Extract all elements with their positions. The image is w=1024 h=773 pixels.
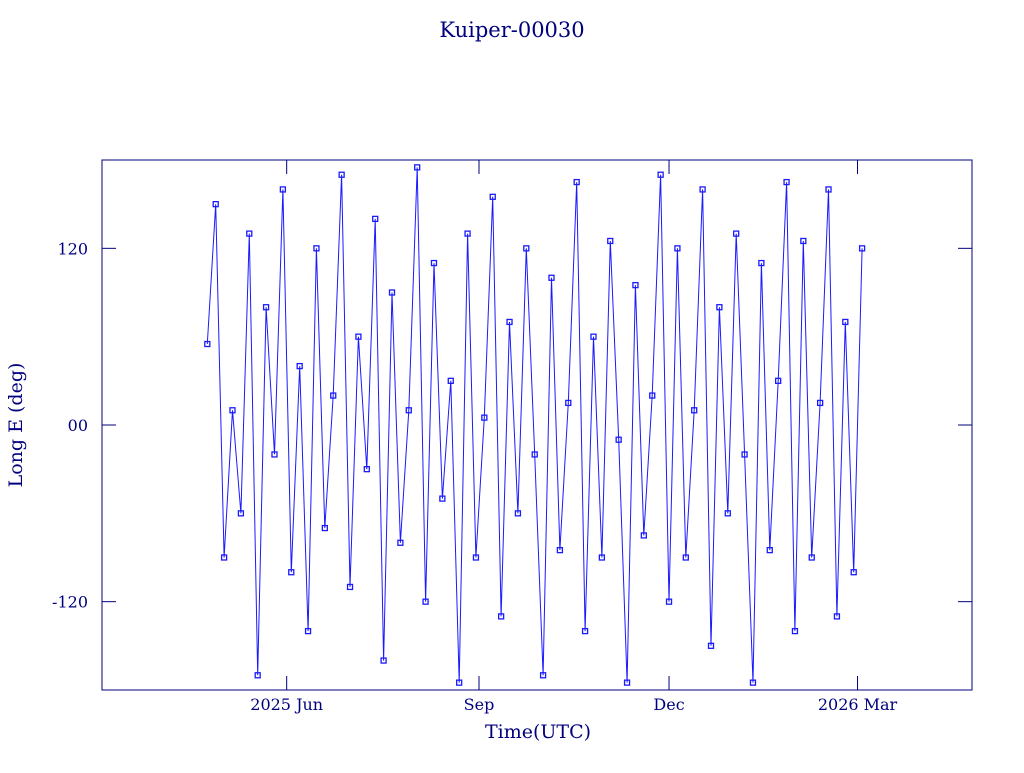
data-point (573, 178, 580, 186)
data-point (842, 318, 849, 326)
data-point (707, 642, 715, 649)
data-point (665, 598, 673, 605)
data-point (556, 546, 564, 554)
data-point (388, 289, 396, 296)
data-point (464, 230, 471, 237)
data-point (657, 171, 664, 178)
data-point (581, 627, 589, 635)
data-point (506, 318, 513, 326)
x-tick-label: Dec (653, 695, 684, 714)
data-point (380, 657, 387, 664)
data-point (220, 554, 228, 561)
data-point (833, 613, 841, 620)
data-point (363, 466, 370, 473)
data-point (808, 554, 815, 561)
data-point (749, 679, 757, 686)
x-tick-label: 2026 Mar (818, 695, 898, 714)
data-point (623, 679, 631, 686)
data-point (674, 245, 681, 252)
data-point (246, 230, 253, 237)
data-point (640, 532, 647, 539)
data-point (212, 201, 219, 208)
data-point (279, 186, 287, 193)
data-point (262, 304, 270, 311)
data-point (741, 451, 748, 458)
data-point (229, 407, 236, 414)
data-point (288, 569, 295, 576)
data-point (775, 377, 782, 384)
data-point (523, 245, 530, 252)
data-point (271, 451, 278, 458)
plot-frame (101, 159, 973, 691)
data-point (649, 392, 656, 399)
data-point (472, 554, 480, 561)
data-point (548, 274, 555, 281)
data-point (514, 510, 522, 517)
data-point (204, 340, 211, 348)
data-point (355, 333, 362, 340)
data-point (607, 237, 614, 245)
data-point (590, 333, 597, 340)
data-point (539, 672, 547, 679)
data-point (565, 399, 572, 407)
data-point (724, 510, 731, 517)
data-point (682, 554, 689, 561)
data-point (414, 164, 421, 171)
data-point (791, 627, 799, 635)
data-point (783, 178, 790, 186)
data-point (699, 186, 706, 193)
x-tick-label: Sep (464, 695, 495, 714)
data-point (598, 554, 606, 561)
data-point (439, 495, 446, 502)
data-point (237, 510, 245, 517)
data-point (497, 613, 505, 620)
data-point (456, 679, 463, 686)
data-point (800, 237, 807, 245)
data-point (615, 436, 622, 443)
data-point (816, 399, 824, 407)
data-point (766, 546, 773, 554)
y-axis-label: Long E (deg) (5, 363, 27, 488)
data-point (632, 281, 639, 289)
data-point (825, 186, 832, 193)
data-point (430, 259, 438, 267)
data-point (481, 414, 488, 421)
data-point (338, 171, 345, 178)
data-point (313, 245, 320, 252)
data-point (733, 230, 740, 237)
y-tick-label: -120 (52, 593, 88, 612)
data-point (850, 569, 857, 576)
chart-title: Kuiper-00030 (439, 18, 584, 42)
data-point (397, 539, 404, 546)
data-point (254, 672, 261, 679)
x-axis-label: Time(UTC) (485, 721, 591, 743)
data-point (405, 407, 412, 414)
data-point (304, 627, 312, 635)
data-point (531, 451, 538, 458)
data-line (206, 167, 863, 683)
data-point (346, 583, 354, 591)
y-tick-label: 00 (68, 416, 88, 435)
data-point (296, 362, 303, 370)
data-point (321, 524, 328, 532)
y-tick-label: 120 (57, 239, 88, 258)
data-point (716, 304, 723, 311)
data-point (691, 407, 698, 414)
data-point (447, 377, 454, 384)
data-point (330, 392, 337, 399)
data-point (372, 215, 379, 223)
x-tick-label: 2025 Jun (250, 695, 323, 714)
data-point (858, 245, 866, 252)
data-point (758, 259, 765, 267)
data-point (489, 193, 496, 200)
data-point (422, 598, 429, 605)
